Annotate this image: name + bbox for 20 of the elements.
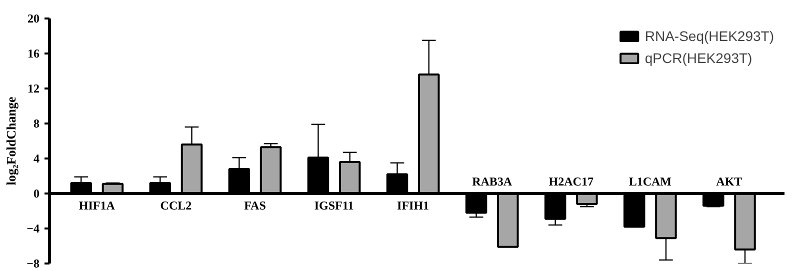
- y-tick-label: −8: [26, 256, 40, 270]
- x-tick-label: HIF1A: [78, 198, 116, 212]
- y-tick-label: 8: [34, 116, 40, 130]
- x-tick-label: IGSF11: [314, 198, 354, 212]
- x-tick-label: RAB3A: [472, 174, 512, 188]
- x-tick-label: FAS: [244, 198, 266, 212]
- x-tick-label: L1CAM: [628, 174, 672, 188]
- legend-label: RNA-Seq(HEK293T): [644, 28, 774, 44]
- x-tick-label: H2AC17: [548, 174, 594, 188]
- x-tick-label: IFIH1: [397, 198, 430, 212]
- y-tick-label: 0: [34, 186, 40, 200]
- y-tick-label: 16: [28, 46, 40, 60]
- legend-label: qPCR(HEK293T): [644, 50, 752, 66]
- x-tick-label: AKT: [716, 174, 742, 188]
- y-tick-label: −4: [26, 222, 40, 236]
- y-tick-label: 20: [28, 12, 40, 26]
- y-tick-label: 12: [28, 82, 40, 96]
- x-tick-label: CCL2: [160, 198, 192, 212]
- y-tick-label: 4: [34, 152, 40, 166]
- y-axis-title: log₂FoldChange: [4, 96, 19, 186]
